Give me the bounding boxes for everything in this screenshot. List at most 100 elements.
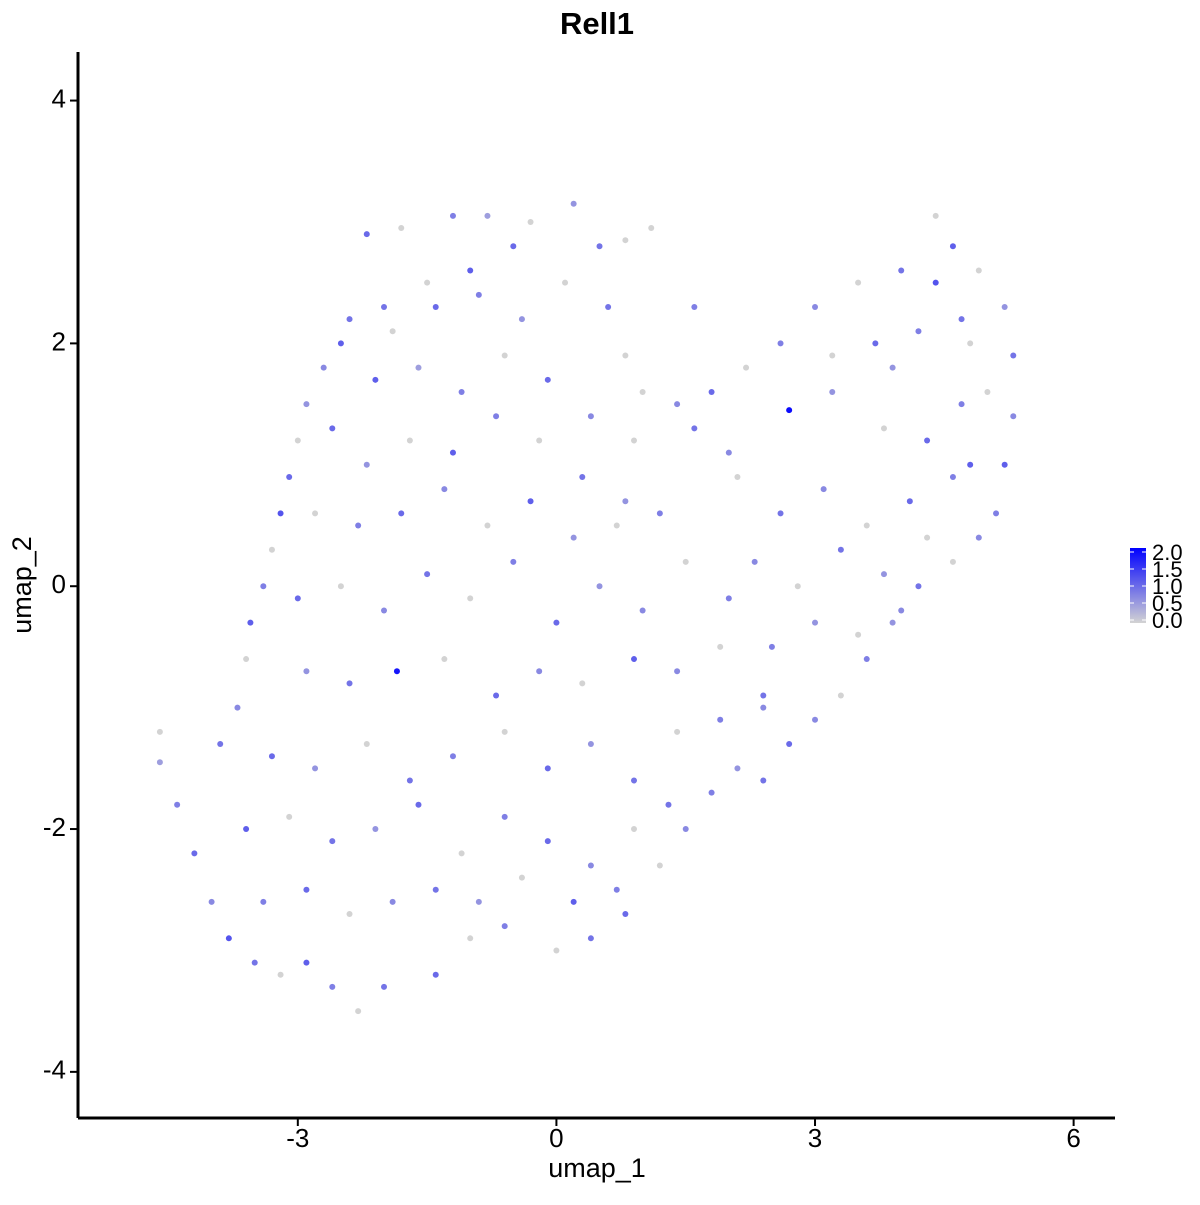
cell-point (579, 473, 586, 480)
cell-point (975, 267, 982, 274)
cell-point (243, 826, 250, 833)
cell-point (725, 449, 732, 456)
cell-point (458, 388, 465, 395)
cell-point (337, 340, 344, 347)
cell-point (303, 401, 310, 408)
cell-point (717, 716, 724, 723)
cell-point (346, 316, 353, 323)
cell-point (777, 510, 784, 517)
cell-point (553, 947, 560, 954)
colorbar-label: 1.5 (1152, 557, 1183, 582)
cell-point (355, 522, 362, 529)
cell-point (501, 923, 508, 930)
cell-point (648, 225, 655, 232)
cell-point (751, 558, 758, 565)
cell-point (467, 935, 474, 942)
cell-point (467, 595, 474, 602)
cell-point (725, 595, 732, 602)
cell-point (570, 898, 577, 905)
cell-point (906, 498, 913, 505)
cell-point (967, 461, 974, 468)
cell-point (605, 303, 612, 310)
cell-point (812, 303, 819, 310)
cell-point (587, 413, 594, 420)
cell-point (415, 364, 422, 371)
cell-point (639, 388, 646, 395)
cell-point (389, 898, 396, 905)
cell-point (294, 595, 301, 602)
cell-point (570, 200, 577, 207)
y-tick-label: -2 (43, 812, 66, 842)
cell-point (381, 983, 388, 990)
cell-point (217, 741, 224, 748)
cell-point (527, 218, 534, 225)
cell-point (424, 571, 431, 578)
cell-point (639, 607, 646, 614)
cell-point (225, 935, 232, 942)
cell-point (949, 243, 956, 250)
cell-point (708, 789, 715, 796)
y-tick-label: 2 (52, 326, 66, 356)
cell-point (898, 607, 905, 614)
cell-point (760, 704, 767, 711)
cell-point (993, 510, 1000, 517)
cell-point (337, 583, 344, 590)
cell-point (484, 522, 491, 529)
cell-point (320, 364, 327, 371)
cell-point (734, 473, 741, 480)
cell-point (303, 668, 310, 675)
cell-point (915, 583, 922, 590)
cell-point (527, 498, 534, 505)
cell-point (346, 680, 353, 687)
cell-point (510, 243, 517, 250)
cell-point (691, 303, 698, 310)
cell-point (372, 826, 379, 833)
cell-point (475, 898, 482, 905)
cell-point (630, 437, 637, 444)
cell-point (768, 643, 775, 650)
cell-point (458, 850, 465, 857)
cell-point (329, 983, 336, 990)
colorbar-label: 0.0 (1152, 608, 1183, 633)
cell-point (191, 850, 198, 857)
cell-point (406, 437, 413, 444)
cell-point (570, 534, 577, 541)
cell-point (837, 546, 844, 553)
cell-point (467, 267, 474, 274)
cell-point (889, 364, 896, 371)
cell-point (251, 959, 258, 966)
cell-point (613, 886, 620, 893)
cell-point (924, 534, 931, 541)
cell-point (260, 898, 267, 905)
cell-point (381, 303, 388, 310)
cell-point (958, 401, 965, 408)
cell-point (424, 279, 431, 286)
cell-point (898, 267, 905, 274)
cell-point (544, 376, 551, 383)
cell-point (1010, 413, 1017, 420)
cell-point (863, 522, 870, 529)
cell-point (880, 571, 887, 578)
cell-point (596, 243, 603, 250)
cell-point (613, 522, 620, 529)
cell-point (630, 656, 637, 663)
y-tick-label: -4 (43, 1055, 66, 1085)
cell-point (855, 631, 862, 638)
cell-point (303, 886, 310, 893)
cell-point (674, 728, 681, 735)
cell-point (312, 765, 319, 772)
cell-point (381, 607, 388, 614)
cell-point (484, 212, 491, 219)
cell-point (432, 303, 439, 310)
x-tick-label: -3 (286, 1123, 309, 1153)
cell-point (622, 237, 629, 244)
cell-point (932, 279, 939, 286)
cell-point (277, 510, 284, 517)
cell-point (812, 619, 819, 626)
cell-point (708, 388, 715, 395)
cell-point (493, 692, 500, 699)
colorbar-label: 2.0 (1152, 540, 1183, 565)
cell-point (829, 352, 836, 359)
cell-point (949, 558, 956, 565)
